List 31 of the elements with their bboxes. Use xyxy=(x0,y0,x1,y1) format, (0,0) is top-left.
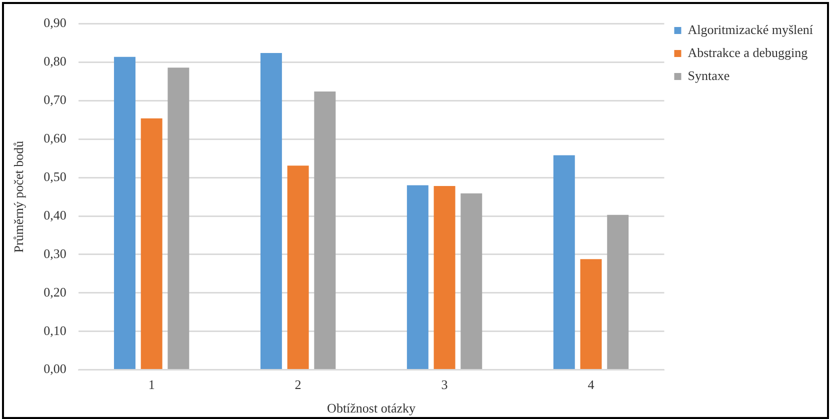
y-tick-label: 0,60 xyxy=(44,130,66,146)
x-tick-label: 4 xyxy=(588,377,595,392)
y-tick-label: 0,00 xyxy=(44,361,66,376)
bar xyxy=(260,53,282,370)
x-tick-label: 2 xyxy=(294,377,302,392)
y-tick-label: 0,20 xyxy=(44,284,66,300)
legend-label: Abstrakce a debugging xyxy=(688,44,808,60)
bar xyxy=(114,56,136,370)
bar xyxy=(287,166,309,370)
y-tick-label: 0,80 xyxy=(44,54,66,69)
bar xyxy=(168,68,190,370)
bar xyxy=(607,214,629,370)
x-tick-label: 3 xyxy=(441,377,448,392)
bar xyxy=(580,259,602,370)
y-tick-label: 0,30 xyxy=(44,246,66,261)
y-tick-label: 0,70 xyxy=(44,92,66,108)
bar xyxy=(460,193,482,370)
bar xyxy=(314,91,336,370)
bar xyxy=(434,186,456,370)
y-tick-label: 0,40 xyxy=(44,207,66,222)
legend-label: Algoritmizacké myšlení xyxy=(688,22,814,37)
y-tick-label: 0,50 xyxy=(44,169,66,184)
x-axis-title: Obtížnost otázky xyxy=(327,400,416,416)
legend-label: Syntaxe xyxy=(688,68,730,83)
x-tick-label: 1 xyxy=(148,377,155,392)
bar xyxy=(553,155,575,370)
bar xyxy=(406,185,428,370)
y-axis-title: Průměrný počet bodů xyxy=(11,140,26,253)
bar xyxy=(140,118,162,370)
y-tick-label: 0,90 xyxy=(44,15,66,30)
y-tick-label: 0,10 xyxy=(44,322,66,338)
